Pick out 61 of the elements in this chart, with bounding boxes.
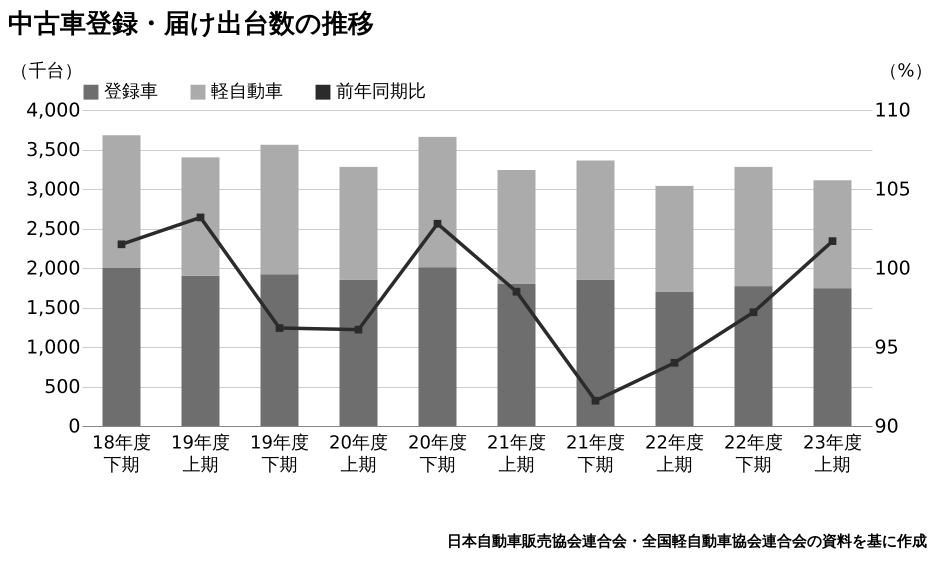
bar xyxy=(102,135,140,268)
y2-tick-label: 100 xyxy=(874,258,911,280)
y-tick-label: 0 xyxy=(68,416,80,438)
bar xyxy=(576,160,614,280)
chart-title: 中古車登録・届け出台数の推移 xyxy=(7,8,375,40)
legend-label: 前年同期比 xyxy=(336,81,426,102)
point xyxy=(118,240,126,248)
y2-tick-label: 95 xyxy=(874,336,899,358)
bar xyxy=(734,286,772,426)
bar xyxy=(340,166,378,280)
y2-tick-label: 105 xyxy=(874,178,911,200)
x-tick-label: 19年度上期 xyxy=(171,432,230,476)
bar xyxy=(260,144,298,274)
x-tick-label: 18年度下期 xyxy=(92,432,151,476)
bar xyxy=(814,180,852,289)
x-tick-label: 22年度下期 xyxy=(724,432,783,476)
bar xyxy=(498,170,536,284)
y-tick-label: 4,000 xyxy=(26,100,80,122)
bar xyxy=(182,276,220,426)
bar xyxy=(656,186,694,292)
bar xyxy=(418,267,456,426)
y-tick-label: 1,500 xyxy=(26,297,80,319)
bar xyxy=(182,157,220,276)
x-tick-label: 20年度下期 xyxy=(408,432,467,476)
legend-label: 軽自動車 xyxy=(211,81,283,102)
point xyxy=(434,220,442,228)
y-tick-label: 500 xyxy=(44,376,80,398)
x-tick-label: 22年度上期 xyxy=(645,432,704,476)
x-tick-label: 21年度上期 xyxy=(487,432,546,476)
point xyxy=(354,326,362,334)
x-tick-label: 21年度下期 xyxy=(566,432,625,476)
x-tick-label: 23年度上期 xyxy=(803,432,862,476)
y2-axis-title: （%） xyxy=(879,60,932,82)
point xyxy=(750,308,758,316)
point xyxy=(196,214,204,222)
bar xyxy=(418,136,456,268)
y-tick-label: 1,000 xyxy=(26,336,80,358)
point xyxy=(512,288,520,296)
x-tick-label: 19年度下期 xyxy=(250,432,309,476)
y-tick-label: 3,500 xyxy=(26,139,80,161)
y-tick-label: 3,000 xyxy=(26,178,80,200)
bar xyxy=(734,166,772,286)
bar xyxy=(340,280,378,426)
point xyxy=(592,396,600,405)
y-tick-label: 2,000 xyxy=(26,258,80,280)
bar xyxy=(102,268,140,426)
point xyxy=(670,358,678,367)
bar xyxy=(498,284,536,426)
x-tick-label: 20年度上期 xyxy=(329,432,388,476)
point xyxy=(828,237,836,246)
point xyxy=(276,324,284,332)
y2-tick-label: 110 xyxy=(874,100,911,122)
bar xyxy=(576,280,614,426)
y-tick-label: 2,500 xyxy=(26,218,80,240)
legend-label: 登録車 xyxy=(104,81,158,102)
bar xyxy=(814,288,852,426)
y2-tick-label: 90 xyxy=(874,416,899,438)
bar xyxy=(656,292,694,426)
text: 日本自動車販売協会連合会・全国軽自動車協会連合会の資料を基に作成 xyxy=(447,532,927,551)
bar xyxy=(260,274,298,426)
y-axis-title: （千台） xyxy=(10,60,82,82)
